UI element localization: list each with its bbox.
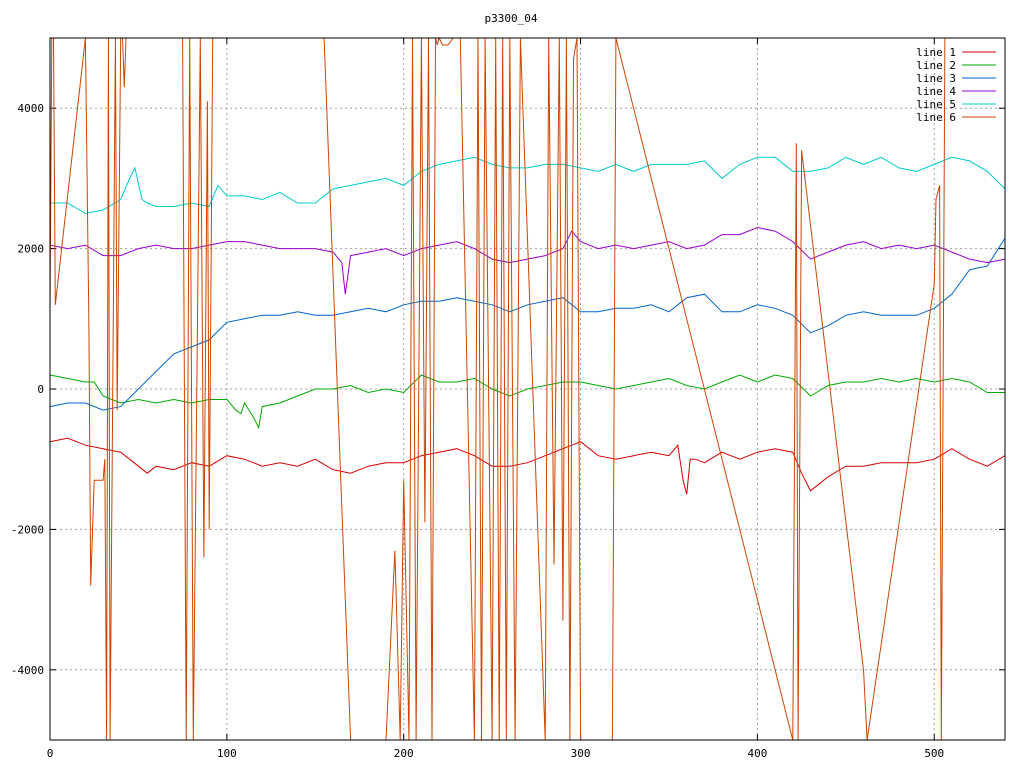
x-tick-label: 100	[217, 747, 237, 760]
series-group	[49, 36, 1006, 741]
legend-label: line 5	[916, 98, 956, 111]
y-tick-label: 0	[37, 383, 44, 396]
legend-label: line 4	[916, 85, 956, 98]
series-line-5	[50, 156, 1006, 215]
series-line-1	[49, 437, 1006, 495]
legend-label: line 1	[916, 46, 956, 59]
plot-frame	[49, 37, 1006, 741]
grid	[50, 38, 1005, 740]
chart-title: p3300_04	[485, 12, 538, 25]
axes: 0 100 200 300 400 500 -4000 -2000 0 2000 4000	[11, 38, 1005, 760]
legend-label: line 2	[916, 59, 956, 72]
x-tick-label: 500	[924, 747, 944, 760]
series-line-2	[49, 374, 1005, 430]
x-tick-label: 300	[571, 747, 591, 760]
x-tick-label: 200	[394, 747, 414, 760]
plot-border	[49, 37, 1006, 741]
y-tick-label: 2000	[18, 243, 45, 256]
series-line-3	[49, 237, 1006, 411]
y-tick-label: 4000	[18, 102, 45, 115]
y-tick-label: -4000	[11, 664, 44, 677]
legend-label: line 6	[916, 111, 956, 124]
x-tick-label: 0	[47, 747, 54, 760]
legend-label: line 3	[916, 72, 956, 85]
y-tick-label: -2000	[11, 523, 44, 536]
x-tick-label: 400	[747, 747, 767, 760]
